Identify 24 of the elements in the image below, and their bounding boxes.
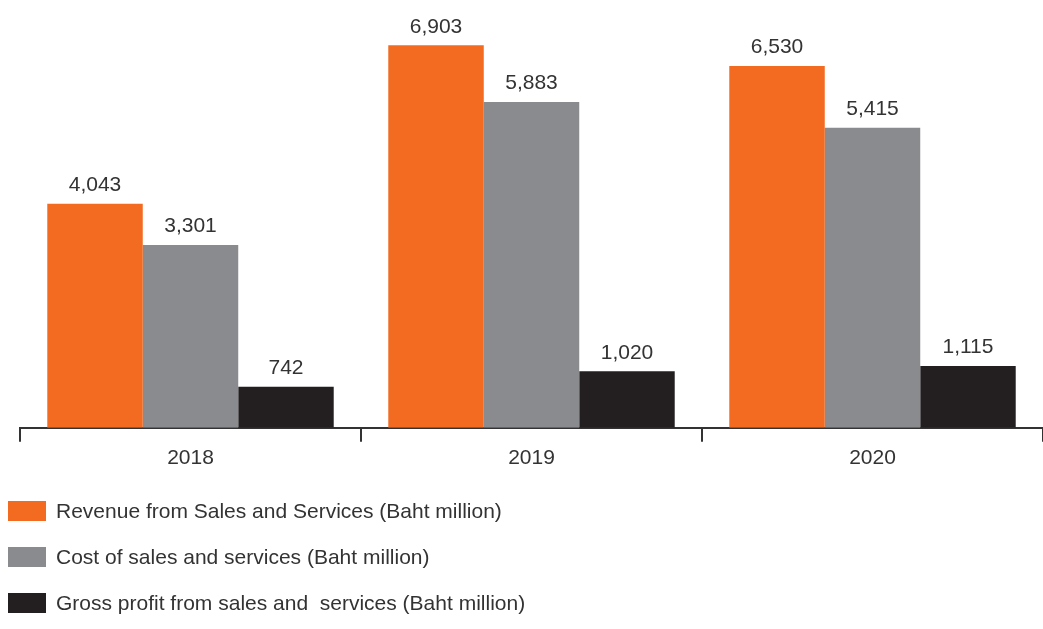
data-label: 1,115 xyxy=(942,334,994,358)
bar xyxy=(483,101,580,428)
bar xyxy=(729,66,825,428)
bar xyxy=(579,371,675,428)
bar xyxy=(388,45,484,428)
data-label: 3,301 xyxy=(164,213,217,237)
bar xyxy=(920,366,1016,428)
bar xyxy=(238,386,334,428)
bar xyxy=(47,203,143,428)
legend-label: Revenue from Sales and Services (Baht million) xyxy=(56,499,502,523)
data-label: 1,020 xyxy=(600,339,654,363)
x-tick-label: 2020 xyxy=(849,445,896,469)
data-label: 4,043 xyxy=(68,172,122,196)
data-label: 5,415 xyxy=(846,96,899,120)
bar xyxy=(824,127,921,428)
data-label: 6,530 xyxy=(750,34,804,58)
data-label: 6,903 xyxy=(409,13,463,37)
x-tick-label: 2019 xyxy=(508,445,555,469)
bar xyxy=(142,244,239,428)
data-label: 5,883 xyxy=(505,70,558,94)
legend-label: Gross profit from sales and services (Baht million) xyxy=(56,591,526,615)
legend-label: Cost of sales and services (Baht million) xyxy=(56,545,430,569)
data-label: 742 xyxy=(268,354,304,378)
x-tick-label: 2018 xyxy=(167,445,214,469)
